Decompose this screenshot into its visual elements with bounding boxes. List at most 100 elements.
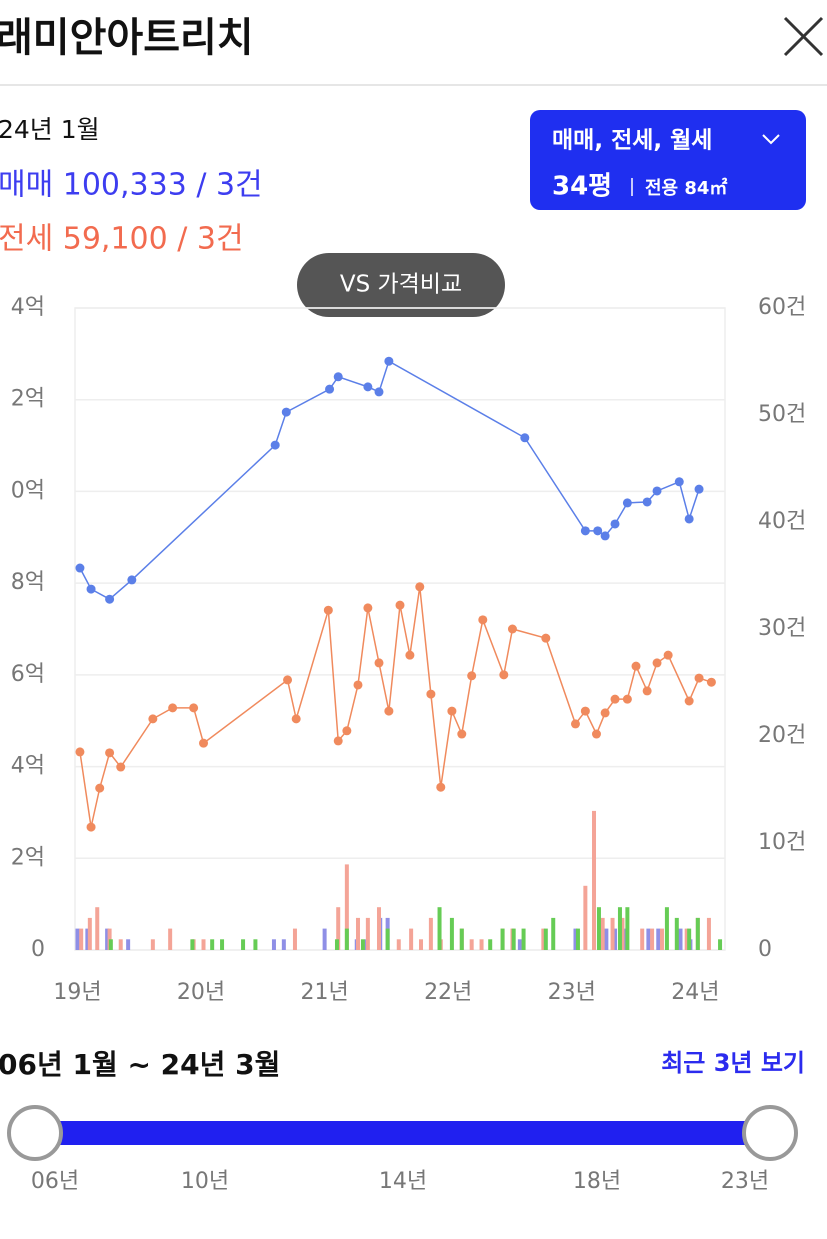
- volume-bar: [365, 917, 370, 950]
- recent-link[interactable]: 최근 3년 보기: [661, 1049, 805, 1077]
- volume-bar: [718, 939, 723, 950]
- volume-bar: [592, 810, 597, 950]
- volume-bar: [575, 928, 580, 950]
- price-point: [95, 783, 105, 793]
- price-point: [580, 526, 590, 536]
- volume-bar: [459, 928, 464, 950]
- price-point: [674, 477, 684, 487]
- volume-bar: [75, 928, 80, 950]
- y-tick-label: 4억: [11, 295, 45, 320]
- price-point: [333, 736, 343, 746]
- volume-bar: [659, 928, 664, 950]
- price-point: [622, 498, 632, 508]
- price-point: [622, 694, 632, 704]
- y2-tick-label: 50건: [758, 402, 806, 427]
- volume-bar: [449, 917, 454, 950]
- price-point: [610, 519, 620, 529]
- volume-bar: [521, 928, 526, 950]
- volume-bar: [281, 939, 286, 950]
- price-point: [168, 703, 178, 713]
- price-point: [457, 729, 467, 739]
- volume-bar: [687, 928, 692, 950]
- volume-bar: [385, 928, 390, 950]
- slider-tick: 06년: [31, 1169, 79, 1194]
- slider-handle[interactable]: [7, 1105, 63, 1161]
- y2-tick-label: 60건: [758, 295, 806, 320]
- price-point: [148, 714, 158, 724]
- volume-bar: [543, 928, 548, 950]
- volume-bar: [620, 917, 625, 950]
- volume-bar: [583, 885, 588, 950]
- price-point: [353, 680, 363, 690]
- volume-bar: [469, 939, 474, 950]
- price-line: [79, 360, 700, 601]
- volume-bar: [600, 917, 605, 950]
- price-point: [116, 762, 126, 772]
- price-point: [467, 671, 477, 681]
- volume-bar: [95, 907, 100, 950]
- volume-bar: [573, 928, 578, 950]
- volume-bar: [419, 939, 424, 950]
- price-point: [706, 677, 716, 687]
- volume-bar: [437, 907, 442, 950]
- price-point: [570, 719, 580, 729]
- volume-bar: [85, 928, 90, 950]
- slider-track: [35, 1121, 770, 1145]
- price-point: [610, 694, 620, 704]
- volume-bar: [253, 939, 258, 950]
- slider-handle[interactable]: [742, 1105, 798, 1161]
- volume-bar: [210, 939, 215, 950]
- volume-bar: [108, 939, 113, 950]
- price-point: [323, 605, 333, 615]
- x-tick-label: 20년: [177, 980, 225, 1005]
- price-point: [642, 686, 652, 696]
- y2-tick-label: 10건: [758, 830, 806, 855]
- volume-bar: [376, 907, 381, 950]
- volume-bar: [479, 939, 484, 950]
- x-tick-label: 22년: [424, 980, 472, 1005]
- price-point: [189, 703, 199, 713]
- volume-bar: [500, 928, 505, 950]
- y-tick-label: 6억: [11, 662, 45, 687]
- close-button[interactable]: [783, 16, 824, 57]
- volume-bar: [650, 928, 655, 950]
- y2-tick-label: 0: [758, 937, 772, 962]
- volume-bar: [105, 928, 110, 950]
- volume-bar: [622, 928, 627, 950]
- y2-tick-label: 20건: [758, 723, 806, 748]
- filter-area: 전용 84㎡: [645, 177, 727, 199]
- price-point: [520, 433, 530, 443]
- price-point: [199, 738, 209, 748]
- price-point: [652, 658, 662, 668]
- price-point: [684, 514, 694, 524]
- volume-bar: [360, 939, 365, 950]
- range-label: 06년 1월 ~ 24년 3월: [0, 1048, 280, 1081]
- compare-button[interactable]: VS 가격비교: [297, 253, 505, 317]
- volume-bar: [674, 917, 679, 950]
- volume-bar: [355, 917, 360, 950]
- volume-bar: [79, 928, 84, 950]
- title: 래미안아트리치: [0, 15, 254, 61]
- jeonse-summary: 전세 59,100 / 3건: [0, 222, 244, 257]
- filter-button[interactable]: 매매, 전세, 월세 34평 전용 84㎡: [530, 110, 806, 210]
- volume-bar: [271, 939, 276, 950]
- y2-tick-label: 40건: [758, 509, 806, 534]
- volume-bar: [168, 928, 173, 950]
- sale-summary: 매매 100,333 / 3건: [0, 168, 263, 203]
- price-point: [291, 714, 301, 724]
- x-tick-label: 23년: [548, 980, 596, 1005]
- price-point: [631, 661, 641, 671]
- price-point: [270, 440, 280, 450]
- price-point: [478, 615, 488, 625]
- volume-bar: [190, 939, 195, 950]
- y-tick-label: 0: [31, 937, 45, 962]
- price-point: [600, 708, 610, 718]
- volume-bar: [241, 939, 246, 950]
- volume-bar: [664, 907, 669, 950]
- price-point: [363, 603, 373, 613]
- volume-bar: [126, 939, 131, 950]
- price-point: [694, 673, 704, 683]
- price-point: [405, 650, 415, 660]
- volume-bar: [344, 864, 349, 950]
